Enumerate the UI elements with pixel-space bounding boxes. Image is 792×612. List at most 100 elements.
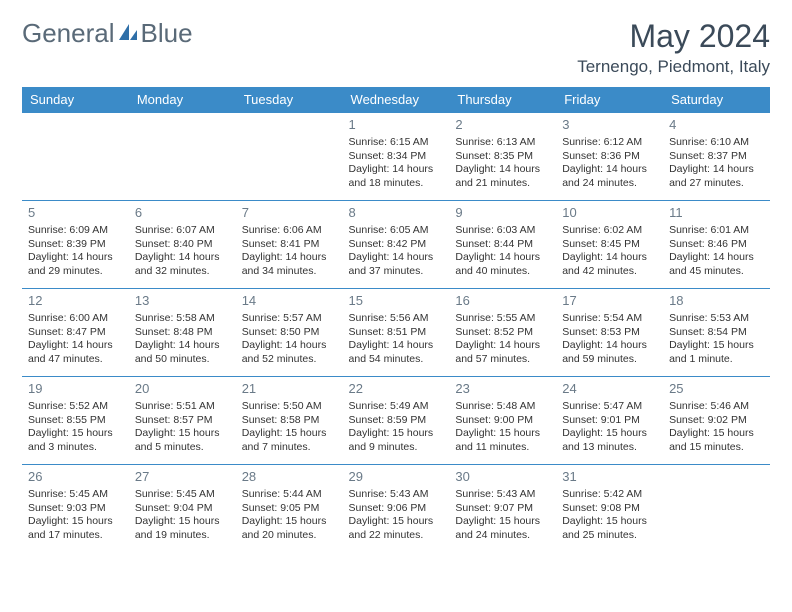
sunrise-line: Sunrise: 5:43 AM [455,488,550,502]
day-number: 31 [562,469,657,486]
day-number: 26 [28,469,123,486]
day-number: 5 [28,205,123,222]
calendar-cell: 21Sunrise: 5:50 AMSunset: 8:58 PMDayligh… [236,377,343,465]
sunrise-line: Sunrise: 5:53 AM [669,312,764,326]
sunrise-line: Sunrise: 5:44 AM [242,488,337,502]
sunrise-line: Sunrise: 6:12 AM [562,136,657,150]
sunset-line: Sunset: 9:06 PM [349,502,444,516]
daylight-line: Daylight: 14 hours and 54 minutes. [349,339,444,366]
calendar-week: 19Sunrise: 5:52 AMSunset: 8:55 PMDayligh… [22,377,770,465]
calendar-cell: 18Sunrise: 5:53 AMSunset: 8:54 PMDayligh… [663,289,770,377]
sunset-line: Sunset: 9:08 PM [562,502,657,516]
daylight-line: Daylight: 15 hours and 24 minutes. [455,515,550,542]
calendar-cell [129,113,236,201]
sunset-line: Sunset: 9:03 PM [28,502,123,516]
sunset-line: Sunset: 9:00 PM [455,414,550,428]
sunset-line: Sunset: 8:34 PM [349,150,444,164]
calendar-cell [22,113,129,201]
sunset-line: Sunset: 8:41 PM [242,238,337,252]
page-title: May 2024 [577,18,770,55]
calendar-week: 5Sunrise: 6:09 AMSunset: 8:39 PMDaylight… [22,201,770,289]
day-number: 28 [242,469,337,486]
calendar-cell: 26 Sunrise: 5:45 AMSunset: 9:03 PMDayligh… [22,465,129,553]
day-number: 16 [455,293,550,310]
calendar-week: 12Sunrise: 6:00 AMSunset: 8:47 PMDayligh… [22,289,770,377]
calendar-cell: 10Sunrise: 6:02 AMSunset: 8:45 PMDayligh… [556,201,663,289]
daylight-line: Daylight: 15 hours and 1 minute. [669,339,764,366]
title-block: May 2024 Ternengo, Piedmont, Italy [577,18,770,77]
sunrise-line: Sunrise: 5:52 AM [28,400,123,414]
sunset-line: Sunset: 8:52 PM [455,326,550,340]
sunset-line: Sunset: 8:58 PM [242,414,337,428]
weekday-header: Sunday [22,87,129,113]
sunrise-line: Sunrise: 6:00 AM [28,312,123,326]
sunrise-line: Sunrise: 6:15 AM [349,136,444,150]
sunrise-line: Sunrise: 5:56 AM [349,312,444,326]
weekday-header: Thursday [449,87,556,113]
daylight-line: Daylight: 15 hours and 22 minutes. [349,515,444,542]
weekday-header-row: SundayMondayTuesdayWednesdayThursdayFrid… [22,87,770,113]
daylight-line: Daylight: 14 hours and 52 minutes. [242,339,337,366]
calendar-cell: 16Sunrise: 5:55 AMSunset: 8:52 PMDayligh… [449,289,556,377]
calendar-cell: 12Sunrise: 6:00 AMSunset: 8:47 PMDayligh… [22,289,129,377]
sunrise-line: Sunrise: 6:09 AM [28,224,123,238]
sunrise-line: Sunrise: 5:45 AM [28,488,123,502]
daylight-line: Daylight: 14 hours and 40 minutes. [455,251,550,278]
sunrise-line: Sunrise: 5:45 AM [135,488,230,502]
sunrise-line: Sunrise: 6:10 AM [669,136,764,150]
calendar-cell: 3Sunrise: 6:12 AMSunset: 8:36 PMDaylight… [556,113,663,201]
sunset-line: Sunset: 9:07 PM [455,502,550,516]
calendar-cell: 9Sunrise: 6:03 AMSunset: 8:44 PMDaylight… [449,201,556,289]
sunset-line: Sunset: 9:02 PM [669,414,764,428]
daylight-line: Daylight: 14 hours and 24 minutes. [562,163,657,190]
calendar-cell: 30Sunrise: 5:43 AMSunset: 9:07 PMDayligh… [449,465,556,553]
sunset-line: Sunset: 8:45 PM [562,238,657,252]
daylight-line: Daylight: 15 hours and 20 minutes. [242,515,337,542]
sunrise-line: Sunrise: 5:54 AM [562,312,657,326]
daylight-line: Daylight: 15 hours and 13 minutes. [562,427,657,454]
sunset-line: Sunset: 8:46 PM [669,238,764,252]
calendar-cell: 27Sunrise: 5:45 AMSunset: 9:04 PMDayligh… [129,465,236,553]
sail-icon [117,18,139,49]
daylight-line: Daylight: 14 hours and 59 minutes. [562,339,657,366]
calendar-cell: 28 Sunrise: 5:44 AMSunset: 9:05 PMDayligh… [236,465,343,553]
calendar-cell: 15Sunrise: 5:56 AMSunset: 8:51 PMDayligh… [343,289,450,377]
calendar-cell: 23Sunrise: 5:48 AMSunset: 9:00 PMDayligh… [449,377,556,465]
day-number: 14 [242,293,337,310]
sunset-line: Sunset: 8:35 PM [455,150,550,164]
header: General Blue May 2024 Ternengo, Piedmont… [22,18,770,77]
sunset-line: Sunset: 9:05 PM [242,502,337,516]
sunset-line: Sunset: 8:42 PM [349,238,444,252]
calendar-cell: 7Sunrise: 6:06 AMSunset: 8:41 PMDaylight… [236,201,343,289]
sunrise-line: Sunrise: 5:46 AM [669,400,764,414]
daylight-line: Daylight: 14 hours and 32 minutes. [135,251,230,278]
daylight-line: Daylight: 14 hours and 37 minutes. [349,251,444,278]
calendar-cell [236,113,343,201]
calendar-body: 1Sunrise: 6:15 AMSunset: 8:34 PMDaylight… [22,113,770,553]
daylight-line: Daylight: 14 hours and 18 minutes. [349,163,444,190]
sunrise-line: Sunrise: 5:43 AM [349,488,444,502]
sunset-line: Sunset: 8:44 PM [455,238,550,252]
calendar-cell: 29Sunrise: 5:43 AMSunset: 9:06 PMDayligh… [343,465,450,553]
calendar-cell: 6Sunrise: 6:07 AMSunset: 8:40 PMDaylight… [129,201,236,289]
calendar-cell: 19Sunrise: 5:52 AMSunset: 8:55 PMDayligh… [22,377,129,465]
sunrise-line: Sunrise: 5:50 AM [242,400,337,414]
daylight-line: Daylight: 15 hours and 17 minutes. [28,515,123,542]
logo: General Blue [22,18,193,49]
calendar-cell: 4Sunrise: 6:10 AMSunset: 8:37 PMDaylight… [663,113,770,201]
daylight-line: Daylight: 14 hours and 29 minutes. [28,251,123,278]
daylight-line: Daylight: 15 hours and 3 minutes. [28,427,123,454]
calendar-cell: 25Sunrise: 5:46 AMSunset: 9:02 PMDayligh… [663,377,770,465]
daylight-line: Daylight: 15 hours and 19 minutes. [135,515,230,542]
sunset-line: Sunset: 8:51 PM [349,326,444,340]
daylight-line: Daylight: 14 hours and 42 minutes. [562,251,657,278]
calendar: SundayMondayTuesdayWednesdayThursdayFrid… [22,87,770,553]
calendar-cell: 31Sunrise: 5:42 AMSunset: 9:08 PMDayligh… [556,465,663,553]
sunset-line: Sunset: 8:39 PM [28,238,123,252]
sunrise-line: Sunrise: 6:02 AM [562,224,657,238]
day-number: 27 [135,469,230,486]
day-number: 9 [455,205,550,222]
daylight-line: Daylight: 14 hours and 27 minutes. [669,163,764,190]
weekday-header: Friday [556,87,663,113]
sunset-line: Sunset: 9:01 PM [562,414,657,428]
